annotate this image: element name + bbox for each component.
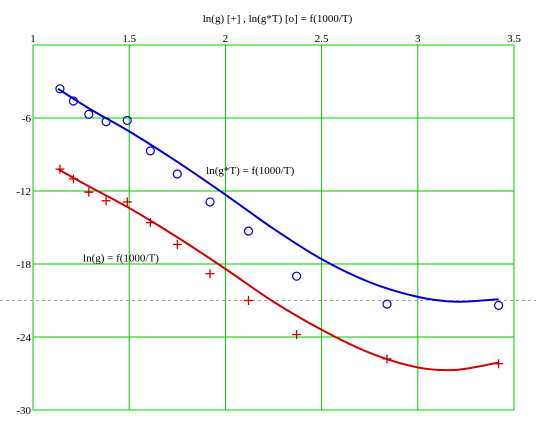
data-point-plus bbox=[205, 269, 215, 279]
data-point-plus bbox=[68, 174, 78, 184]
data-point-circle bbox=[172, 169, 182, 179]
chart-title: ln(g) [+] , ln(g*T) [o] = f(1000/T) bbox=[203, 13, 353, 25]
y-tick-label: -6 bbox=[22, 113, 32, 125]
tick-labels: 1 1.5 2 2.5 3 3.5 -6 -12 -18 -24 -30 bbox=[16, 33, 521, 417]
data-point-circle bbox=[205, 197, 215, 207]
x-tick-label: 2.5 bbox=[315, 33, 329, 45]
data-point-circle bbox=[243, 226, 254, 236]
series-fit-line bbox=[57, 87, 499, 303]
series-1 bbox=[55, 164, 504, 372]
annotation-label: ln(g) = f(1000/T) bbox=[83, 253, 159, 265]
series-0 bbox=[55, 84, 504, 310]
x-tick-label: 3.5 bbox=[507, 33, 521, 45]
data-point-plus bbox=[101, 196, 111, 206]
annotation-label: ln(g*T) = f(1000/T) bbox=[206, 165, 294, 177]
data-point-circle bbox=[494, 300, 504, 310]
data-point-plus bbox=[494, 359, 504, 369]
data-point-plus bbox=[292, 330, 302, 340]
data-point-circle bbox=[101, 117, 111, 127]
data-point-plus bbox=[55, 164, 65, 174]
y-tick-label: -18 bbox=[16, 259, 31, 271]
plot-area bbox=[33, 45, 514, 410]
data-point-circle bbox=[291, 271, 302, 281]
x-tick-label: 2 bbox=[223, 33, 229, 45]
data-point-circle bbox=[122, 115, 132, 126]
data-point-plus bbox=[243, 296, 253, 305]
series-group bbox=[55, 84, 504, 372]
data-point-circle bbox=[145, 146, 155, 156]
series-fit-line bbox=[57, 168, 499, 372]
y-tick-label: -30 bbox=[16, 405, 31, 417]
data-point-plus bbox=[84, 187, 94, 197]
annotations: ln(g*T) = f(1000/T) ln(g) = f(1000/T) bbox=[83, 165, 295, 265]
y-tick-label: -12 bbox=[16, 186, 31, 198]
grid bbox=[32, 44, 515, 411]
data-point-plus bbox=[145, 218, 155, 228]
data-point-circle bbox=[55, 84, 65, 94]
x-tick-label: 1.5 bbox=[122, 33, 136, 45]
x-tick-label: 1 bbox=[30, 33, 36, 45]
data-point-plus bbox=[172, 240, 182, 250]
data-point-plus bbox=[382, 354, 392, 364]
x-tick-label: 3 bbox=[415, 33, 421, 45]
data-point-plus bbox=[122, 197, 132, 207]
data-point-circle bbox=[382, 299, 392, 309]
y-tick-label: -24 bbox=[16, 332, 31, 344]
data-point-circle bbox=[84, 109, 94, 119]
data-point-circle bbox=[68, 96, 79, 106]
